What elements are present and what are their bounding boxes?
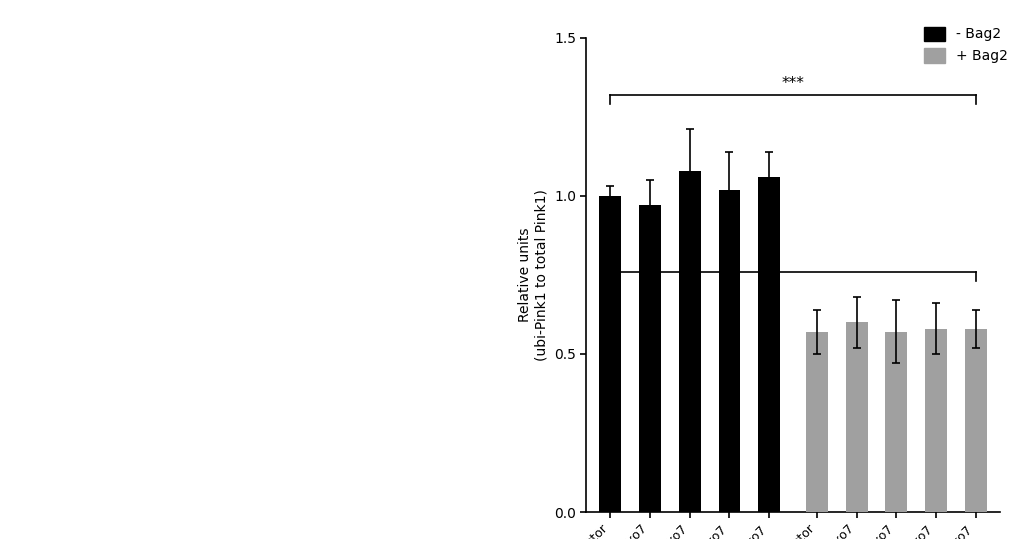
Bar <box>884 332 906 512</box>
Bar <box>717 190 740 512</box>
Bar <box>757 177 780 512</box>
Bar <box>964 329 985 512</box>
Bar <box>924 329 946 512</box>
Bar <box>679 170 700 512</box>
Bar <box>599 196 621 512</box>
Y-axis label: Relative units
(ubi-Pink1 to total Pink1): Relative units (ubi-Pink1 to total Pink1… <box>518 189 548 361</box>
Bar <box>845 322 867 512</box>
Bar <box>639 205 660 512</box>
Legend: - Bag2, + Bag2: - Bag2, + Bag2 <box>917 21 1012 68</box>
Text: ***: *** <box>781 77 804 92</box>
Bar <box>805 332 827 512</box>
